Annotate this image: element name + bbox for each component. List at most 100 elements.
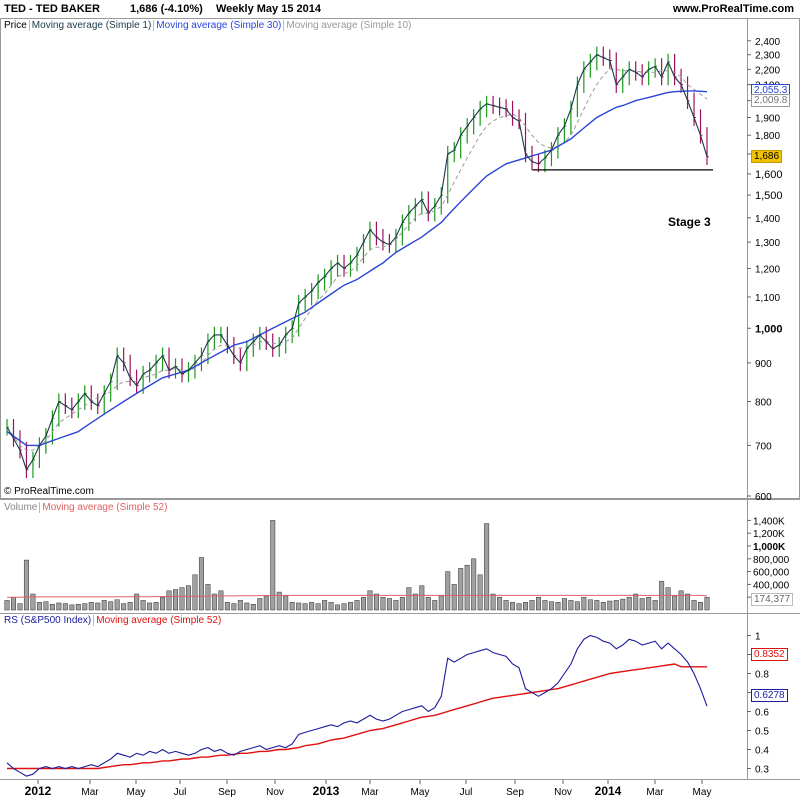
legend-rs[interactable]: RS (S&P500 Index): [2, 615, 95, 626]
x-tick-label: 2014: [595, 784, 622, 798]
legend-volume-ma[interactable]: Moving average (Simple 52): [42, 502, 168, 513]
volume-bar: [516, 603, 522, 611]
volume-bar: [309, 602, 315, 611]
volume-bar: [535, 596, 541, 611]
legend-price[interactable]: Price: [2, 20, 30, 31]
volume-bar: [198, 557, 204, 611]
rs-tick-label: 0.4: [755, 746, 769, 757]
volume-bar: [237, 600, 243, 611]
volume-bar: [302, 603, 308, 611]
volume-bar: [581, 596, 587, 611]
volume-bar: [451, 584, 457, 611]
volume-bar: [224, 602, 230, 611]
x-tick-label: Mar: [81, 787, 99, 798]
legend-rs-ma[interactable]: Moving average (Simple 52): [96, 615, 222, 626]
volume-bar: [101, 600, 107, 611]
volume-bar: [691, 600, 697, 611]
volume-bar: [244, 602, 250, 611]
volume-bar: [685, 593, 691, 611]
volume-bar: [523, 602, 529, 611]
price-tick-label: 1,800: [755, 131, 780, 142]
timeframe-date: Weekly May 15 2014: [216, 3, 321, 15]
volume-bar: [607, 600, 613, 611]
volume-bar: [173, 589, 179, 611]
volume-bar: [75, 603, 81, 611]
volume-bar: [626, 596, 632, 611]
legend-ma30[interactable]: Moving average (Simple 30): [154, 20, 285, 31]
legend-volume[interactable]: Volume: [2, 502, 41, 513]
volume-bar: [82, 603, 88, 611]
volume-bar: [341, 603, 347, 611]
volume-bar: [503, 600, 509, 611]
volume-bar: [114, 599, 120, 611]
volume-bar: [704, 596, 710, 611]
site-url[interactable]: www.ProRealTime.com: [672, 3, 794, 15]
volume-bar: [678, 590, 684, 611]
volume-panel-legend: Volume Moving average (Simple 52): [2, 502, 169, 514]
volume-bar: [335, 604, 341, 611]
price-tick-label: 1,900: [755, 113, 780, 124]
volume-bar: [147, 602, 153, 611]
rs-ma-line: [7, 663, 707, 770]
price-tick-label: 2,200: [755, 65, 780, 76]
rs-ma-tag: 0.8352: [751, 648, 788, 661]
volume-bar: [4, 600, 10, 611]
x-tick-label: Jul: [460, 787, 473, 798]
volume-bar: [529, 600, 535, 611]
volume-bar: [399, 596, 405, 611]
legend-ma1[interactable]: Moving average (Simple 1): [29, 20, 155, 31]
price-tick-label: 1,000: [755, 323, 783, 335]
price-tick-label: 700: [755, 441, 772, 452]
volume-bar: [134, 593, 140, 611]
price-line: [6, 54, 708, 471]
volume-bar: [471, 558, 477, 611]
volume-bar: [412, 593, 418, 611]
volume-bar: [322, 600, 328, 611]
volume-bar: [477, 574, 483, 611]
volume-bar: [419, 585, 425, 611]
volume-bar: [574, 601, 580, 611]
volume-bar: [10, 596, 16, 611]
volume-ma-tag: 174,377: [751, 593, 794, 606]
x-tick-label: May: [693, 787, 712, 798]
price-tick-label: 1,300: [755, 238, 780, 249]
volume-bar: [121, 603, 127, 611]
volume-bar: [594, 600, 600, 611]
copyright: © ProRealTime.com: [4, 486, 94, 497]
volume-bar: [231, 603, 237, 611]
legend-ma10[interactable]: Moving average (Simple 10): [286, 20, 412, 31]
volume-bar: [62, 603, 68, 611]
volume-bar: [698, 602, 704, 611]
volume-bar: [160, 596, 166, 611]
volume-bar: [296, 602, 302, 611]
volume-bar: [600, 602, 606, 611]
volume-bar: [140, 600, 146, 611]
x-tick-label: 2013: [313, 784, 340, 798]
volume-tick-label: 800,000: [753, 555, 790, 566]
rs-tick-label: 0.6: [755, 708, 769, 719]
price-tick-label: 1,400: [755, 214, 780, 225]
symbol-title: TED - TED BAKER: [4, 3, 100, 15]
volume-bar: [23, 559, 29, 611]
volume-bar: [432, 600, 438, 611]
rs-tick-label: 0.3: [755, 765, 769, 776]
volume-bar: [561, 598, 567, 611]
x-tick-label: May: [127, 787, 146, 798]
volume-bar: [166, 590, 172, 611]
volume-tick-label: 1,400K: [753, 516, 785, 527]
x-tick-label: 2012: [25, 784, 52, 798]
volume-bar: [179, 587, 185, 611]
volume-bar: [17, 603, 23, 611]
x-tick-label: Jul: [174, 787, 187, 798]
volume-bar: [464, 564, 470, 611]
volume-bar: [289, 602, 295, 611]
volume-bar: [270, 520, 276, 611]
volume-bar: [315, 603, 321, 611]
volume-bar: [263, 595, 269, 611]
ma30-line: [6, 90, 708, 447]
x-tick-label: Mar: [646, 787, 664, 798]
volume-bar: [613, 600, 619, 611]
volume-tick-label: 400,000: [753, 580, 790, 591]
volume-bar: [548, 601, 554, 611]
price-tick-label: 2,300: [755, 51, 780, 62]
